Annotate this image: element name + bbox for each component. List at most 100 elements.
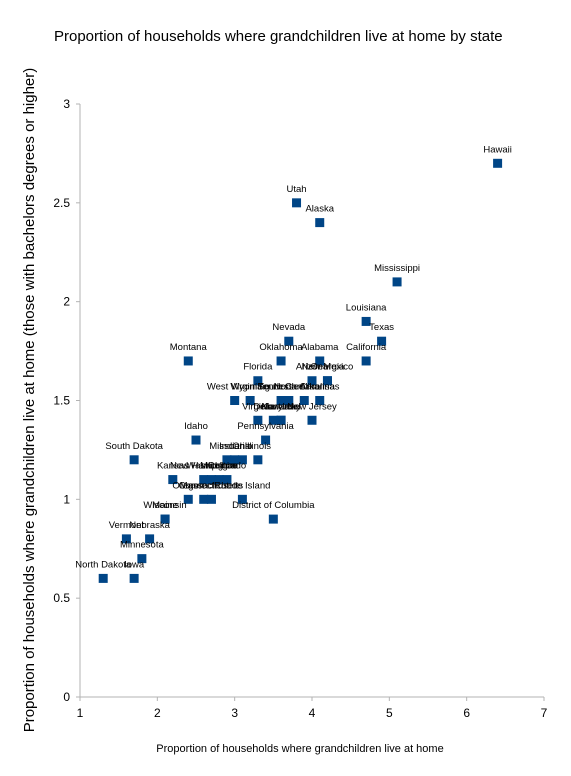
point-label: Alaska <box>305 204 334 215</box>
point-label: South Carolina <box>257 382 321 393</box>
data-point <box>292 198 302 208</box>
chart-title: Proportion of households where grandchil… <box>54 28 503 45</box>
data-point <box>168 475 178 485</box>
point-label: Georgia <box>311 362 346 373</box>
data-point <box>137 554 147 564</box>
point-label: Michigan <box>200 461 238 472</box>
data-point <box>322 376 332 386</box>
point-label: West Virginia <box>207 382 263 393</box>
point-label: Utah <box>286 184 306 195</box>
x-axis-label: Proportion of households where grandchil… <box>156 743 443 755</box>
data-point <box>121 534 131 544</box>
data-point <box>245 396 255 405</box>
y-tick-label: 2 <box>63 295 70 309</box>
data-point <box>214 475 224 485</box>
point-label: Louisiana <box>346 302 387 313</box>
point-label: Connecticut <box>179 480 230 491</box>
point-label: Tennessee <box>258 382 304 393</box>
axes: 1 2 3 4 5 6 7 0 0.5 1 1.5 2 2.5 3 <box>53 97 547 720</box>
data-point <box>145 534 155 544</box>
point-label: North Carolina <box>274 382 336 393</box>
point-label: Arkansas <box>300 382 340 393</box>
point-label: Wyoming <box>230 382 270 393</box>
point-label: Nebraska <box>129 520 170 531</box>
data-point <box>129 455 139 465</box>
point-label: District of Columbia <box>232 500 315 511</box>
data-point <box>261 435 271 445</box>
x-tick-label: 4 <box>309 706 316 720</box>
data-point <box>183 494 193 504</box>
y-tick-label: 0 <box>63 690 70 704</box>
point-label: Maryland <box>262 401 301 412</box>
data-point <box>307 376 317 386</box>
data-point <box>230 396 240 405</box>
data-point <box>199 494 209 504</box>
point-label: Hawaii <box>483 144 512 155</box>
point-label: Rhode Island <box>214 480 270 491</box>
point-label: Idaho <box>184 421 208 432</box>
point-label: Alabama <box>301 342 339 353</box>
data-point <box>253 415 263 425</box>
point-label: South Dakota <box>105 441 163 452</box>
data-point <box>276 396 286 405</box>
point-label: Ohio <box>232 441 252 452</box>
x-tick-label: 3 <box>231 706 238 720</box>
data-point <box>206 494 216 504</box>
point-label: Oklahoma <box>259 342 303 353</box>
x-tick-label: 5 <box>386 706 393 720</box>
y-tick-label: 1.5 <box>53 394 70 408</box>
point-label: Pennsylvania <box>237 421 294 432</box>
data-point <box>361 316 371 326</box>
data-points <box>98 158 503 583</box>
data-point <box>230 455 240 465</box>
data-point <box>199 475 209 485</box>
point-label: Florida <box>243 362 273 373</box>
point-label: Vermont <box>109 520 145 531</box>
point-label: Illinois <box>245 441 272 452</box>
x-tick-label: 2 <box>154 706 161 720</box>
data-point <box>160 514 170 524</box>
y-tick-label: 2.5 <box>53 196 70 210</box>
point-label: Kentucky <box>262 401 301 412</box>
data-point <box>237 494 247 504</box>
data-point <box>222 475 232 485</box>
y-tick-label: 0.5 <box>53 591 70 605</box>
point-label: Indiana <box>219 441 251 452</box>
point-label: Minnesota <box>120 540 165 551</box>
data-point <box>276 356 286 366</box>
point-label: Oregon <box>172 480 204 491</box>
data-point <box>307 415 317 425</box>
point-label: Iowa <box>124 559 145 570</box>
point-label: Mississippi <box>374 263 420 274</box>
data-point <box>276 415 286 425</box>
point-label: New Mexico <box>302 362 354 373</box>
x-tick-label: 7 <box>541 706 548 720</box>
y-tick-label: 3 <box>63 97 70 111</box>
point-label: New Jersey <box>287 401 337 412</box>
point-label: Maine <box>152 500 178 511</box>
point-labels: Hawaii Utah Alaska Mississippi Louisiana Texa… <box>75 144 512 570</box>
data-point <box>361 356 371 366</box>
data-point <box>268 415 278 425</box>
point-label: Virginia <box>242 401 274 412</box>
point-label: Texas <box>369 322 394 333</box>
data-point <box>237 455 247 465</box>
data-point <box>284 336 294 346</box>
data-point <box>98 573 108 583</box>
data-point <box>299 396 309 405</box>
data-point <box>129 573 139 583</box>
point-label: Washington <box>187 461 237 472</box>
x-tick-label: 6 <box>463 706 470 720</box>
data-point <box>206 475 216 485</box>
point-label: Massachusetts <box>180 480 244 491</box>
point-label: New Hampshire <box>170 461 238 472</box>
data-point <box>377 336 387 346</box>
point-label: Delaware <box>253 401 293 412</box>
data-point <box>222 455 232 465</box>
point-label: California <box>346 342 387 353</box>
point-label: Colorado <box>208 461 247 472</box>
data-point <box>191 435 201 445</box>
y-axis-label: Proportion of households where grandchil… <box>21 68 38 733</box>
data-point <box>315 396 325 405</box>
